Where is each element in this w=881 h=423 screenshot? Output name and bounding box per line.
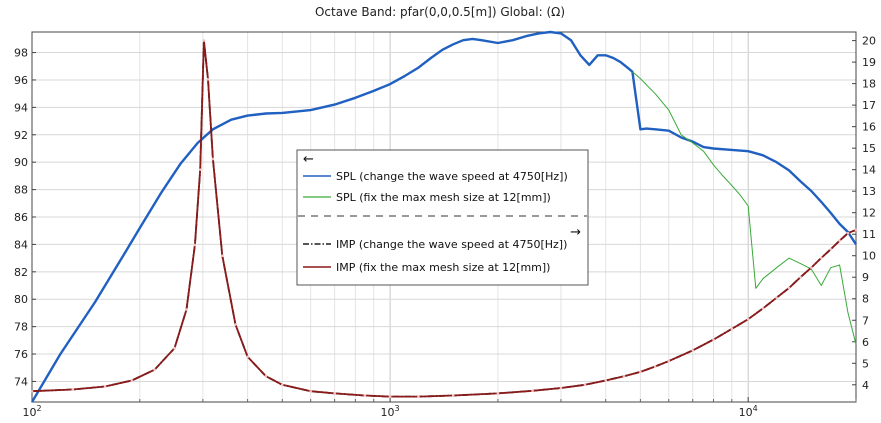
imp-marker-point <box>730 327 734 331</box>
imp-marker-point <box>309 389 312 393</box>
y-right-tick-label: 15 <box>862 142 876 155</box>
imp-marker-point <box>775 296 778 299</box>
imp-marker-point <box>246 355 249 359</box>
x-tick-label: 104 <box>739 404 758 419</box>
y-left-tick-label: 74 <box>14 375 28 388</box>
legend-entry-imp-mesh: IMP (fix the max mesh size at 12[mm]) <box>336 261 550 274</box>
y-right-tick-label: 19 <box>862 56 876 69</box>
imp-marker-point <box>388 395 392 398</box>
imp-marker-point <box>787 286 791 290</box>
y-right-tick-label: 18 <box>862 78 876 91</box>
y-right-tick-label: 7 <box>862 314 869 327</box>
y-left-tick-label: 76 <box>14 348 28 361</box>
y-left-tick-label: 82 <box>14 266 28 279</box>
legend-entry-imp-wave: IMP (change the wave speed at 4750[Hz]) <box>336 238 567 251</box>
y-left-tick-label: 92 <box>14 129 28 142</box>
series-layer <box>30 30 858 403</box>
imp-marker-point <box>531 389 534 393</box>
imp-marker-point <box>653 365 657 368</box>
y-left-tick-label: 90 <box>14 156 28 169</box>
y-right-tick-label: 16 <box>862 121 876 134</box>
imp-marker-point <box>130 379 134 382</box>
imp-marker-point <box>819 256 823 260</box>
y-right-tick-label: 5 <box>862 357 869 370</box>
imp-marker-point <box>496 392 500 395</box>
imp-marker-point <box>604 379 607 382</box>
imp-marker-point <box>281 383 284 387</box>
y-right-tick-label: 12 <box>862 207 876 220</box>
legend-box <box>296 149 589 286</box>
x-tick-label: 102 <box>22 404 41 419</box>
imp-marker-point <box>809 266 813 269</box>
imp-marker-point <box>854 228 858 232</box>
y-right-ticks: 4 5 6 7 8 9 10 11 12 13 14 15 16 17 18 19 20 <box>852 35 876 392</box>
y-left-tick-label: 78 <box>14 321 28 334</box>
y-left-tick-label: 98 <box>14 47 28 60</box>
imp-marker-point <box>206 78 210 81</box>
y-left-ticks: 74 76 78 80 82 84 86 88 90 92 94 96 98 <box>14 47 36 388</box>
y-right-tick-label: 6 <box>862 336 869 349</box>
imp-marker-point <box>153 368 156 372</box>
y-right-tick-label: 9 <box>862 271 869 284</box>
imp-marker-point <box>559 386 563 390</box>
legend-right-arrow: → <box>570 225 581 240</box>
y-left-tick-label: 96 <box>14 74 28 87</box>
series-imp-mesh-size <box>31 39 857 398</box>
imp-marker-point <box>761 307 765 310</box>
imp-marker-point <box>30 389 34 393</box>
imp-marker-point <box>221 254 224 258</box>
imp-marker-point <box>622 374 626 378</box>
legend-entry-spl-wave: SPL (change the wave speed at 4750[Hz]) <box>336 170 568 183</box>
imp-marker-point <box>363 394 367 397</box>
imp-marker-point <box>583 383 587 387</box>
series-spl-wave-speed <box>30 30 858 403</box>
imp-markers <box>30 39 858 398</box>
imp-marker-point <box>712 338 715 341</box>
imp-marker-point <box>799 275 802 279</box>
imp-marker-point <box>667 359 671 363</box>
y-right-tick-label: 17 <box>862 99 876 112</box>
y-right-tick-label: 13 <box>862 185 876 198</box>
imp-marker-point <box>264 374 268 378</box>
legend[interactable]: ← SPL (change the wave speed at 4750[Hz]… <box>296 149 589 286</box>
y-right-tick-label: 4 <box>862 379 869 392</box>
y-left-tick-label: 84 <box>14 238 28 251</box>
y-right-tick-label: 11 <box>862 228 876 241</box>
imp-marker-point <box>691 349 695 352</box>
y-right-tick-label: 8 <box>862 293 869 306</box>
imp-marker-point <box>185 308 188 311</box>
imp-marker-point <box>846 231 850 235</box>
imp-marker-point <box>333 392 336 395</box>
y-left-tick-label: 88 <box>14 184 28 197</box>
imp-marker-point <box>838 239 841 242</box>
legend-entry-spl-mesh: SPL (fix the max mesh size at 12[mm]) <box>336 191 551 204</box>
chart-title: Octave Band: pfar(0,0,0.5[m]) Global: (Ω… <box>315 5 565 19</box>
imp-marker-point <box>173 346 176 350</box>
imp-marker-point <box>103 385 107 388</box>
imp-marker-point <box>417 395 420 398</box>
legend-left-arrow: ← <box>303 152 314 167</box>
imp-marker-point <box>639 370 642 374</box>
x-ticks: 102 103 104 <box>22 397 857 419</box>
y-right-tick-label: 20 <box>862 35 876 48</box>
imp-marker-point <box>202 39 206 42</box>
imp-marker-point <box>211 157 215 161</box>
imp-marker-point <box>193 243 197 247</box>
y-right-tick-label: 10 <box>862 250 876 263</box>
x-tick-label: 103 <box>381 404 400 419</box>
imp-marker-point <box>746 317 750 321</box>
y-left-tick-label: 80 <box>14 293 28 306</box>
y-left-tick-label: 86 <box>14 211 28 224</box>
imp-marker-point <box>451 394 455 397</box>
imp-marker-point <box>71 388 75 391</box>
imp-marker-point <box>829 247 833 251</box>
imp-marker-point <box>198 168 202 171</box>
y-right-tick-label: 14 <box>862 164 876 177</box>
imp-marker-point <box>234 323 237 326</box>
y-left-tick-label: 94 <box>14 101 28 114</box>
series-spl-mesh-size <box>632 71 857 345</box>
